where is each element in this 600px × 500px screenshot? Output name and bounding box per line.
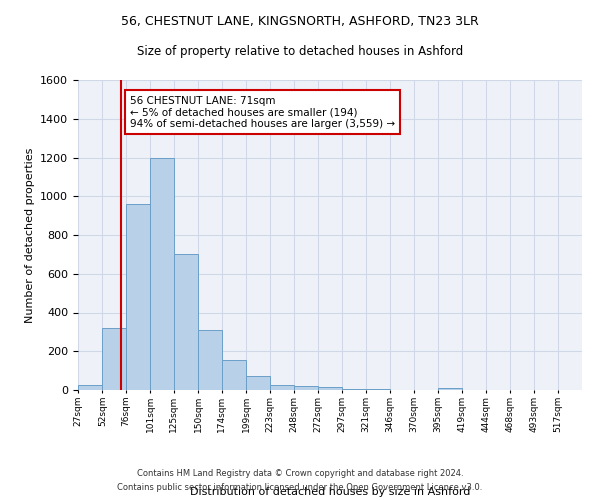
Bar [151,158,174,390]
Bar [174,254,199,390]
X-axis label: Distribution of detached houses by size in Ashford: Distribution of detached houses by size … [190,488,470,498]
Bar [270,385,294,390]
Text: 56, CHESTNUT LANE, KINGSNORTH, ASHFORD, TN23 3LR: 56, CHESTNUT LANE, KINGSNORTH, ASHFORD, … [121,15,479,28]
Bar [294,386,318,390]
Bar [222,360,247,390]
Bar [342,389,366,390]
Bar [78,385,103,390]
Bar [199,330,222,390]
Text: Size of property relative to detached houses in Ashford: Size of property relative to detached ho… [137,45,463,58]
Bar [318,387,342,390]
Bar [438,388,461,390]
Text: Contains public sector information licensed under the Open Government Licence v3: Contains public sector information licen… [118,484,482,492]
Text: Contains HM Land Registry data © Crown copyright and database right 2024.: Contains HM Land Registry data © Crown c… [137,468,463,477]
Text: 56 CHESTNUT LANE: 71sqm
← 5% of detached houses are smaller (194)
94% of semi-de: 56 CHESTNUT LANE: 71sqm ← 5% of detached… [130,96,395,128]
Y-axis label: Number of detached properties: Number of detached properties [25,148,35,322]
Bar [126,204,151,390]
Bar [103,328,126,390]
Bar [247,376,270,390]
